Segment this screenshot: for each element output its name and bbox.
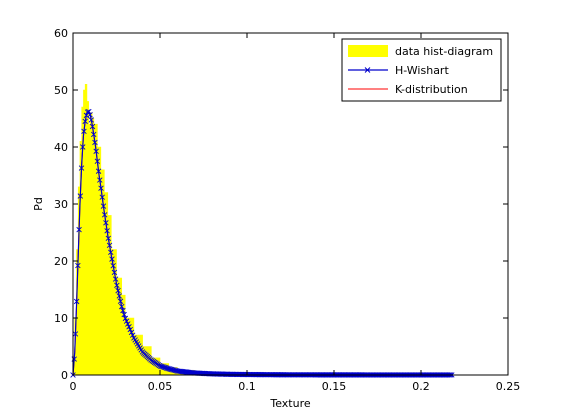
h-wishart-marker [90, 131, 97, 138]
h-wishart-marker [87, 112, 93, 118]
y-tick-label: 40 [54, 141, 68, 154]
y-tick-label: 50 [54, 84, 68, 97]
h-wishart-marker [111, 269, 118, 276]
x-tick-label: 0.05 [148, 380, 173, 393]
h-wishart-marker [101, 212, 108, 218]
h-wishart-marker [117, 298, 124, 304]
h-wishart-marker [104, 228, 110, 234]
h-wishart-marker [93, 148, 99, 154]
h-wishart-marker [98, 185, 104, 191]
h-wishart-marker [72, 331, 79, 337]
h-wishart-marker [114, 282, 120, 289]
axes-layer: 0 0.05 0.1 0.15 0.2 0.25 0 10 20 30 40 50 60 [54, 27, 520, 393]
x-tick-label: 0.25 [496, 380, 521, 393]
x-axis-title: Texture [269, 397, 310, 410]
h-wishart-marker [108, 249, 114, 256]
h-wishart-marker [99, 194, 105, 200]
y-axis-title: Pd [32, 197, 45, 211]
legend: data hist-diagram H-Wishart K-distribution [341, 38, 502, 102]
h-wishart-marker [120, 307, 126, 314]
y-tick-label: 0 [61, 369, 68, 382]
legend-label: K-distribution [395, 83, 468, 96]
h-wishart-marker [123, 318, 130, 324]
legend-wishart-marker [364, 67, 371, 73]
h-wishart-marker [126, 324, 132, 330]
x-tick-label: 0 [70, 380, 77, 393]
h-wishart-marker [122, 315, 129, 322]
h-wishart-marker [95, 168, 102, 174]
h-wishart-marker [92, 139, 98, 146]
h-wishart-marker [77, 193, 84, 199]
h-wishart-marker [121, 311, 127, 318]
h-wishart-marker [100, 203, 107, 209]
h-wishart-marker [75, 262, 81, 269]
h-wishart-marker [129, 332, 136, 338]
y-tick-label: 60 [54, 27, 68, 40]
y-tick-label: 30 [54, 198, 68, 211]
h-wishart-marker [112, 276, 119, 282]
y-tick-label: 20 [54, 255, 68, 268]
x-tick-label: 0.15 [322, 380, 347, 393]
x-tick-label: 0.2 [412, 380, 430, 393]
legend-label: data hist-diagram [395, 45, 493, 58]
h-wishart-marker [82, 118, 88, 125]
h-wishart-marker [106, 242, 113, 249]
legend-hist-swatch [348, 45, 388, 57]
h-wishart-marker [128, 329, 135, 336]
h-wishart-marker [78, 165, 85, 171]
h-wishart-marker [88, 117, 94, 123]
x-tick-label: 0.1 [238, 380, 256, 393]
h-wishart-marker [86, 108, 92, 115]
h-wishart-marker [80, 144, 86, 150]
h-wishart-marker [73, 298, 80, 305]
h-wishart-marker [89, 123, 96, 130]
h-wishart-marker [119, 303, 125, 310]
h-wishart-marker [97, 177, 103, 183]
h-wishart-marker [81, 128, 87, 135]
h-wishart-marker [103, 220, 109, 226]
h-wishart-marker [125, 321, 131, 327]
h-wishart-marker [110, 263, 116, 269]
legend-label: H-Wishart [395, 64, 449, 77]
h-wishart-marker [94, 158, 101, 164]
h-wishart-marker [116, 293, 123, 299]
h-wishart-marker [109, 256, 115, 262]
h-wishart-marker [115, 287, 121, 294]
y-tick-label: 10 [54, 312, 68, 325]
h-wishart-marker [76, 226, 82, 233]
h-wishart-marker [127, 326, 133, 333]
h-wishart-marker [105, 235, 112, 242]
